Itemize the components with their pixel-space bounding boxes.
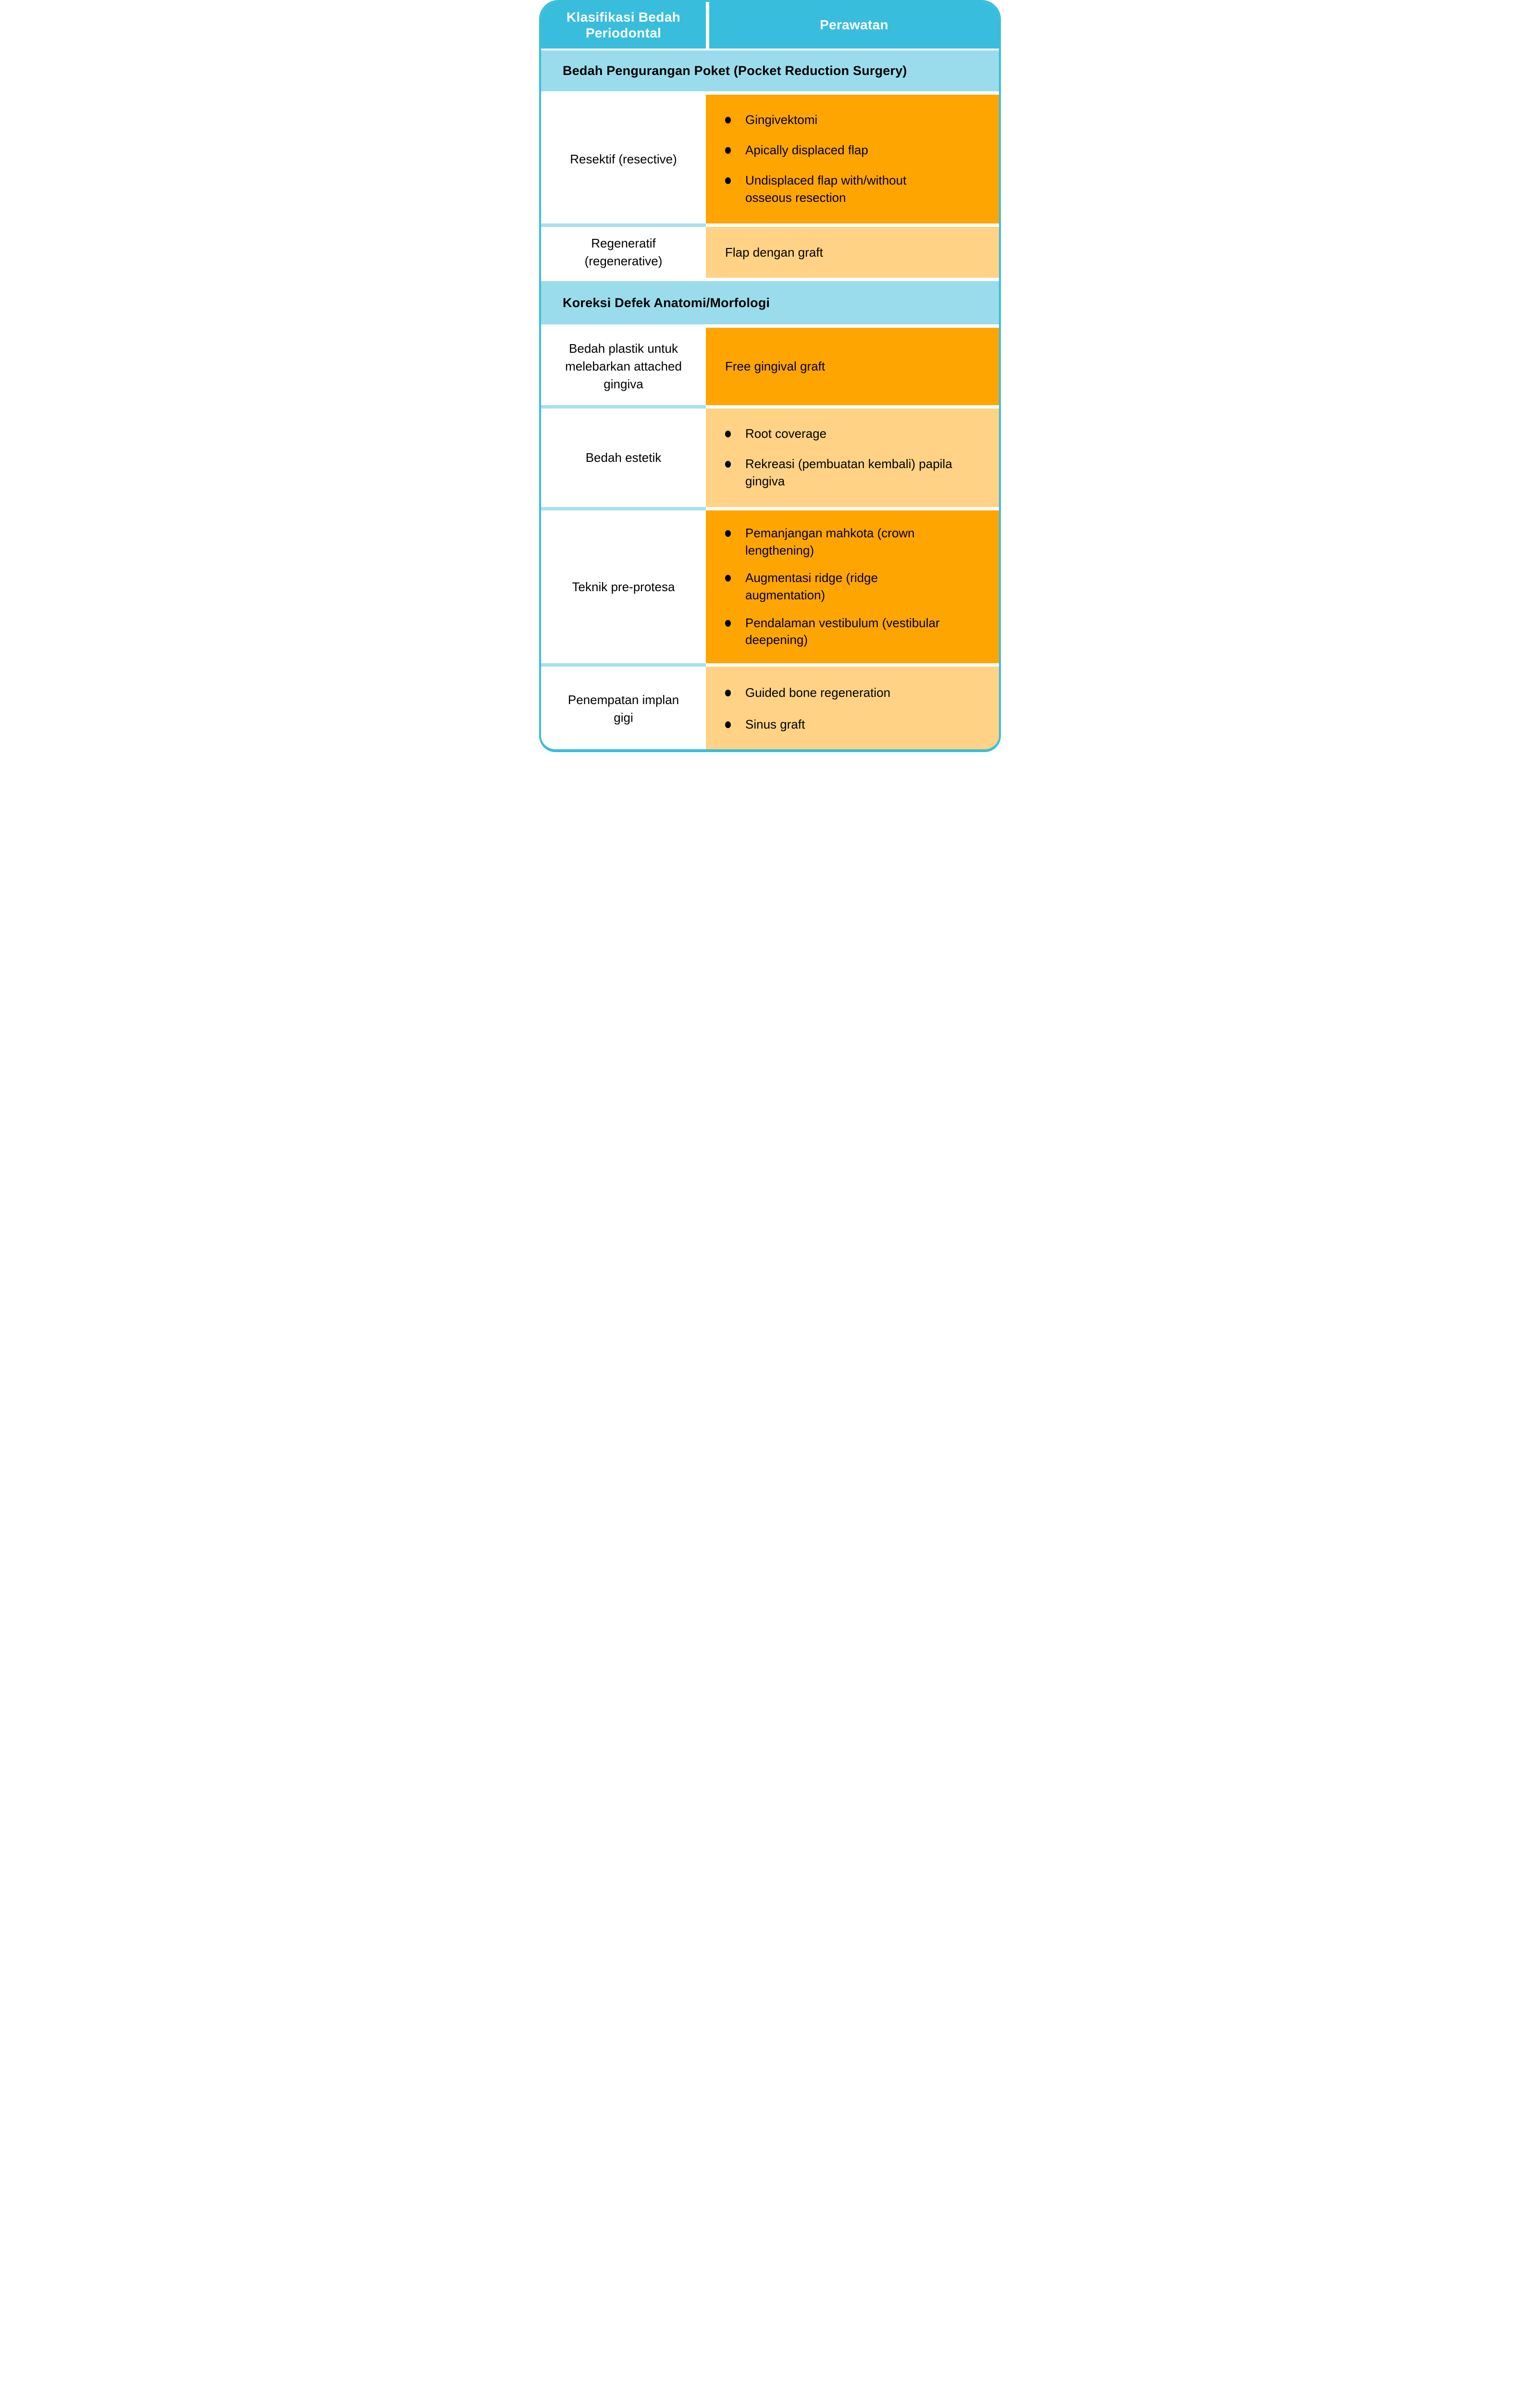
table-row: Penempatan implan gigi Guided bone regen…	[541, 667, 999, 749]
table-row: Bedah plastik untuk melebarkan attached …	[541, 328, 999, 405]
table-row: Teknik pre-protesa Pemanjangan mahkota (…	[541, 510, 999, 663]
list-item: Gingivektomi	[725, 111, 994, 129]
section-header-pocket-reduction: Bedah Pengurangan Poket (Pocket Reductio…	[541, 50, 999, 91]
treatment-text: Pendalaman vestibulum (vestibular deepen…	[745, 615, 940, 647]
row-divider	[541, 223, 999, 227]
treatment-cell: Pemanjangan mahkota (crown lengthening) …	[706, 510, 999, 663]
periodontal-surgery-table: Klasifikasi Bedah Periodontal Perawatan …	[539, 0, 1001, 752]
treatment-text: Root coverage	[745, 426, 827, 441]
header-cell-classification: Klasifikasi Bedah Periodontal	[541, 2, 706, 49]
row-divider	[541, 663, 999, 667]
table-header-row: Klasifikasi Bedah Periodontal Perawatan	[541, 2, 999, 49]
classification-cell: Bedah plastik untuk melebarkan attached …	[541, 328, 706, 405]
table-row: Regeneratif (regenerative) Flap dengan g…	[541, 227, 999, 278]
bullet-list: Root coverage Rekreasi (pembuatan kembal…	[706, 409, 999, 507]
bullet-icon	[725, 177, 731, 185]
bullet-icon	[725, 619, 731, 627]
table-row: Resektif (resective) Gingivektomi Apical…	[541, 95, 999, 223]
table-row: Bedah estetik Root coverage Rekreasi (pe…	[541, 409, 999, 507]
bullet-icon	[725, 117, 731, 124]
list-item: Root coverage	[725, 425, 994, 443]
row-divider-accent	[541, 663, 706, 667]
list-item: Rekreasi (pembuatan kembali) papila ging…	[725, 456, 994, 490]
row-divider-accent	[541, 405, 706, 409]
header-cell-treatment: Perawatan	[709, 2, 999, 49]
list-item: Undisplaced flap with/without osseous re…	[725, 172, 994, 207]
bullet-list: Pemanjangan mahkota (crown lengthening) …	[706, 510, 999, 663]
treatment-cell: Gingivektomi Apically displaced flap Und…	[706, 95, 999, 223]
bullet-icon	[725, 530, 731, 537]
treatment-cell: Root coverage Rekreasi (pembuatan kembal…	[706, 409, 999, 507]
bullet-icon	[725, 461, 731, 468]
treatment-text: Rekreasi (pembuatan kembali) papila ging…	[745, 457, 952, 488]
treatment-text: Flap dengan graft	[725, 245, 823, 260]
bullet-list: Gingivektomi Apically displaced flap Und…	[706, 95, 999, 223]
bullet-icon	[725, 721, 731, 728]
treatment-text: Gingivektomi	[745, 112, 818, 127]
classification-cell: Resektif (resective)	[541, 95, 706, 223]
list-item: Guided bone regeneration	[725, 684, 994, 702]
list-item: Augmentasi ridge (ridge augmentation)	[725, 570, 994, 604]
bullet-icon	[725, 147, 731, 154]
bullet-icon	[725, 575, 731, 582]
treatment-text: Pemanjangan mahkota (crown lengthening)	[745, 525, 915, 557]
bullet-list: Guided bone regeneration Sinus graft	[706, 667, 999, 749]
treatment-cell: Flap dengan graft	[706, 227, 999, 278]
classification-cell: Teknik pre-protesa	[541, 510, 706, 663]
list-item: Apically displaced flap	[725, 142, 994, 159]
treatment-cell: Guided bone regeneration Sinus graft	[706, 667, 999, 749]
treatment-text: Undisplaced flap with/without osseous re…	[745, 173, 907, 205]
bullet-icon	[725, 431, 731, 438]
row-divider	[541, 405, 999, 409]
treatment-text: Free gingival graft	[725, 359, 825, 374]
row-divider	[541, 507, 999, 510]
treatment-text: Guided bone regeneration	[745, 685, 891, 700]
classification-cell: Regeneratif (regenerative)	[541, 227, 706, 278]
classification-cell: Bedah estetik	[541, 409, 706, 507]
list-item: Sinus graft	[725, 716, 994, 733]
treatment-text: Augmentasi ridge (ridge augmentation)	[745, 570, 878, 602]
row-divider-accent	[541, 507, 706, 510]
treatment-cell: Free gingival graft	[706, 328, 999, 405]
list-item: Pemanjangan mahkota (crown lengthening)	[725, 525, 994, 559]
list-item: Pendalaman vestibulum (vestibular deepen…	[725, 615, 994, 649]
treatment-text: Sinus graft	[745, 717, 805, 731]
treatment-text: Apically displaced flap	[745, 143, 868, 158]
section-header-defect-correction: Koreksi Defek Anatomi/Morfologi	[541, 281, 999, 324]
bullet-icon	[725, 690, 731, 697]
row-divider-accent	[541, 223, 706, 227]
classification-cell: Penempatan implan gigi	[541, 667, 706, 749]
